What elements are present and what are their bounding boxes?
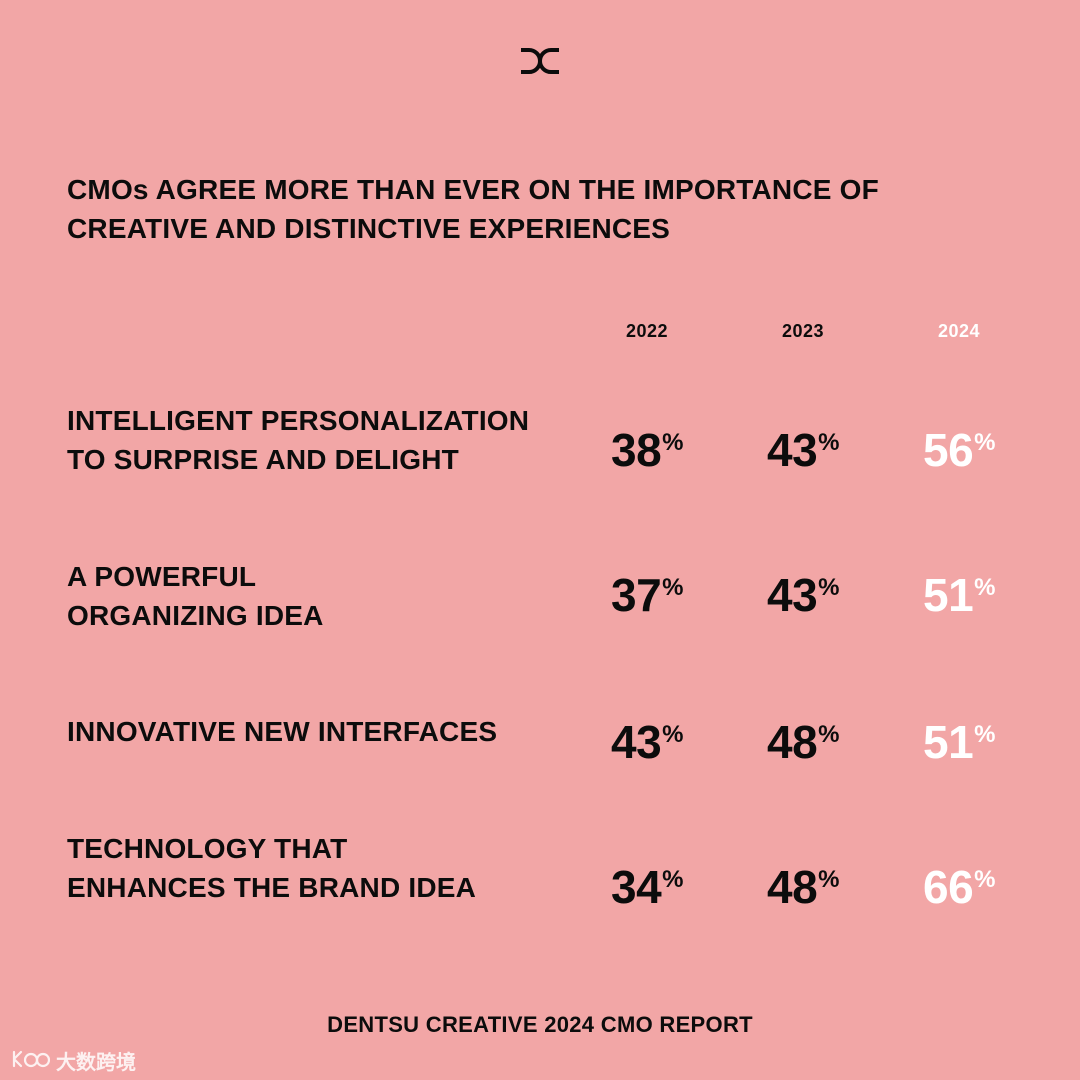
watermark-text: 大数跨境 xyxy=(56,1051,136,1074)
value-unit: % xyxy=(974,721,995,748)
value-cell: 37% xyxy=(587,563,707,620)
value-unit: % xyxy=(662,574,683,601)
value-number: 66 xyxy=(922,861,974,913)
row-label-line: INNOVATIVE NEW INTERFACES xyxy=(67,716,498,747)
value-unit: % xyxy=(662,866,683,893)
value-cell: 43% xyxy=(587,710,707,767)
row-label-interfaces: INNOVATIVE NEW INTERFACES xyxy=(67,712,567,751)
row-label-line: INTELLIGENT PERSONALIZATION xyxy=(67,405,530,436)
chart-title-line-1: CMOs AGREE MORE THAN EVER ON THE IMPORTA… xyxy=(67,174,879,205)
value-cell: 43% xyxy=(743,418,863,475)
value-unit: % xyxy=(818,574,839,601)
value-number: 51 xyxy=(922,569,974,621)
value-number: 37 xyxy=(610,569,662,621)
value-unit: % xyxy=(818,429,839,456)
value-number: 43 xyxy=(766,569,818,621)
column-header-2023: 2023 xyxy=(781,321,825,341)
value-number: 48 xyxy=(766,716,818,768)
watermark-logo-icon xyxy=(12,1050,50,1068)
value-number: 56 xyxy=(922,424,974,476)
row-label-line: TECHNOLOGY THAT xyxy=(67,833,348,864)
value-cell: 43% xyxy=(743,563,863,620)
value-unit: % xyxy=(818,721,839,748)
chart-title-line-2: CREATIVE AND DISTINCTIVE EXPERIENCES xyxy=(67,213,671,244)
row-label-line: ORGANIZING IDEA xyxy=(67,600,324,631)
value-cell: 34% xyxy=(587,855,707,912)
value-unit: % xyxy=(662,429,683,456)
value-unit: % xyxy=(974,429,995,456)
row-label-line: A POWERFUL xyxy=(67,561,257,592)
column-header-2022: 2022 xyxy=(625,321,669,341)
row-label-line: ENHANCES THE BRAND IDEA xyxy=(67,872,477,903)
value-unit: % xyxy=(974,866,995,893)
value-number: 34 xyxy=(610,861,662,913)
chart-title: CMOs AGREE MORE THAN EVER ON THE IMPORTA… xyxy=(67,170,967,248)
value-unit: % xyxy=(818,866,839,893)
value-cell-highlight: 51% xyxy=(899,710,1019,767)
value-unit: % xyxy=(662,721,683,748)
value-cell-highlight: 66% xyxy=(899,855,1019,912)
row-label-organizing-idea: A POWERFUL ORGANIZING IDEA xyxy=(67,557,567,635)
value-number: 38 xyxy=(610,424,662,476)
value-cell-highlight: 51% xyxy=(899,563,1019,620)
row-label-personalization: INTELLIGENT PERSONALIZATION TO SURPRISE … xyxy=(67,401,567,479)
report-source-footer: DENTSU CREATIVE 2024 CMO REPORT xyxy=(327,1012,753,1037)
value-number: 43 xyxy=(766,424,818,476)
value-number: 48 xyxy=(766,861,818,913)
dentsu-creative-logo xyxy=(521,48,559,74)
value-cell: 38% xyxy=(587,418,707,475)
value-number: 51 xyxy=(922,716,974,768)
watermark: 大数跨境 xyxy=(10,1046,136,1074)
value-unit: % xyxy=(974,574,995,601)
value-number: 43 xyxy=(610,716,662,768)
row-label-technology: TECHNOLOGY THAT ENHANCES THE BRAND IDEA xyxy=(67,829,567,907)
value-cell-highlight: 56% xyxy=(899,418,1019,475)
row-label-line: TO SURPRISE AND DELIGHT xyxy=(67,444,459,475)
value-cell: 48% xyxy=(743,710,863,767)
value-cell: 48% xyxy=(743,855,863,912)
column-header-2024: 2024 xyxy=(937,321,981,341)
